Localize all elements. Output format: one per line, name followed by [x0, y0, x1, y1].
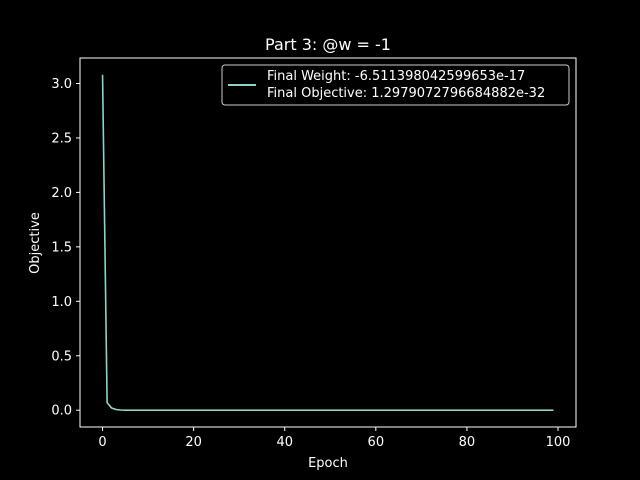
chart-title: Part 3: @w = -1	[265, 35, 391, 54]
x-tick-label: 60	[368, 435, 385, 450]
legend-entry-line-1: Final Weight: -6.511398042599653e-17	[267, 69, 525, 84]
x-axis: 0 20 40 60 80 100	[98, 427, 570, 450]
x-tick-label: 100	[546, 435, 571, 450]
y-tick-label: 3.0	[51, 77, 72, 92]
x-tick-label: 40	[276, 435, 293, 450]
plot-frame	[79, 57, 577, 428]
series-line	[101, 74, 554, 412]
y-axis-label: Objective	[28, 212, 43, 274]
legend: Final Weight: -6.511398042599653e-17 Fin…	[221, 64, 570, 106]
x-tick-label: 0	[98, 435, 106, 450]
plot-area	[79, 57, 577, 428]
legend-entry-line-2: Final Objective: 1.2979072796684882e-32	[267, 86, 545, 101]
x-tick-label: 20	[185, 435, 202, 450]
y-tick-label: 2.5	[51, 131, 72, 146]
y-tick-label: 2.0	[51, 186, 72, 201]
y-tick-label: 0.5	[51, 349, 72, 364]
y-tick-label: 0.0	[51, 404, 72, 419]
y-axis: 0.0 0.5 1.0 1.5 2.0 2.5 3.0	[51, 77, 80, 419]
y-tick-label: 1.5	[51, 240, 72, 255]
x-axis-label: Epoch	[308, 456, 348, 471]
y-tick-label: 1.0	[51, 295, 72, 310]
x-tick-label: 80	[459, 435, 476, 450]
legend-box	[221, 64, 570, 106]
